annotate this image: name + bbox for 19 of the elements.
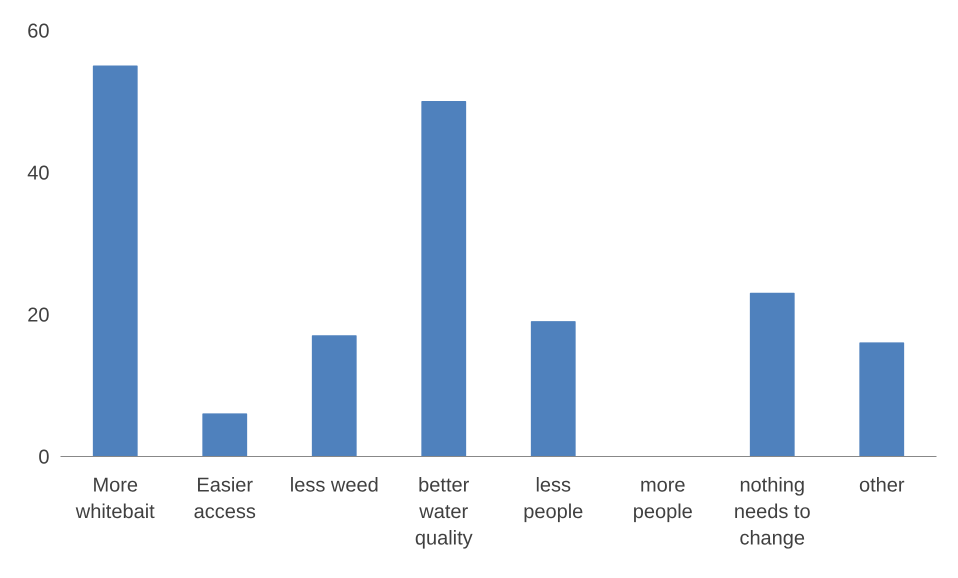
y-tick-label: 40	[27, 162, 50, 184]
bar	[92, 66, 138, 456]
x-tick-label: Easier access	[194, 474, 256, 523]
bar	[530, 321, 576, 456]
bar	[202, 413, 248, 456]
x-tick-label: less weed	[290, 474, 379, 496]
x-tick-label: More whitebait	[74, 474, 156, 523]
x-tick-label: better water quality	[414, 474, 473, 550]
y-tick-label: 60	[27, 20, 50, 42]
x-tick-label: nothing needs to change	[734, 474, 811, 550]
bar	[312, 335, 357, 456]
y-tick-label: 0	[38, 446, 50, 468]
x-tick-label: more people	[632, 474, 693, 523]
y-tick-label: 20	[27, 304, 50, 326]
x-tick-label: less people	[523, 474, 584, 523]
x-tick-label: other	[858, 474, 905, 496]
bar	[750, 292, 795, 456]
bar	[421, 101, 466, 456]
bar	[859, 342, 904, 456]
